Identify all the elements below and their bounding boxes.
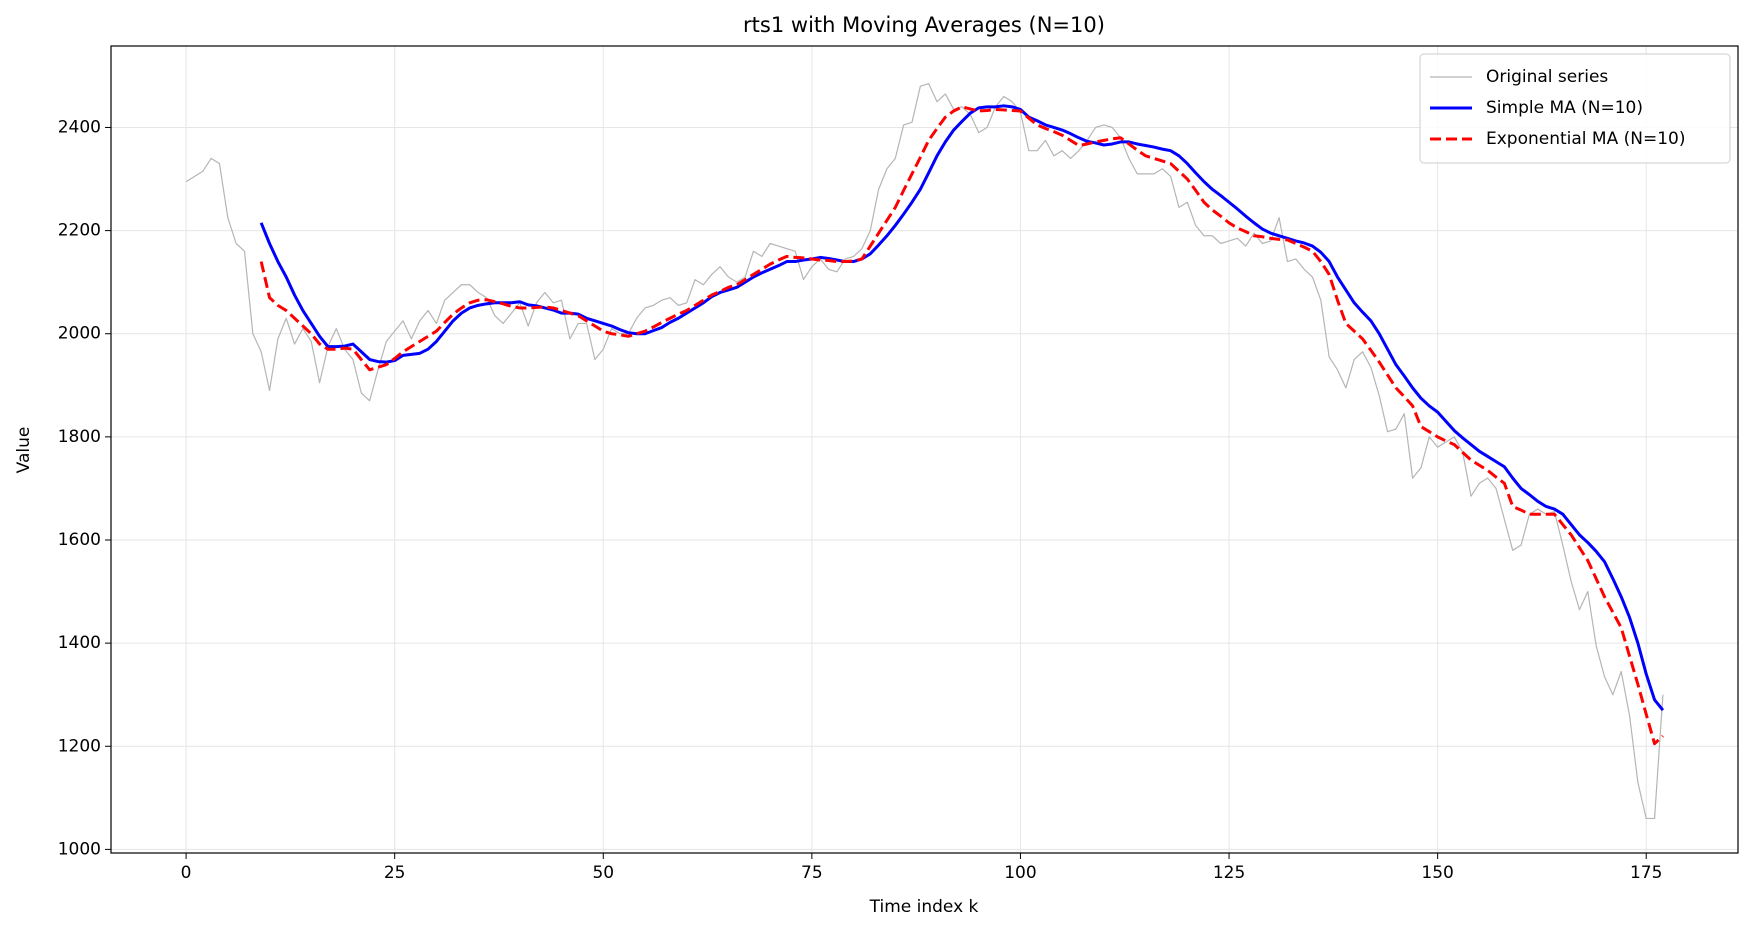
y-axis-label: Value (14, 427, 34, 474)
y-tick-label: 2000 (58, 324, 101, 344)
y-tick-label: 1800 (58, 427, 101, 447)
x-tick-label: 50 (592, 863, 614, 883)
x-tick-label: 125 (1213, 863, 1245, 883)
y-tick-label: 1400 (58, 633, 101, 653)
y-tick-label: 1600 (58, 530, 101, 550)
series-line (185, 83, 1664, 820)
y-tick-label: 2200 (58, 221, 101, 241)
x-tick-label: 175 (1630, 863, 1662, 883)
x-tick-label: 100 (1004, 863, 1036, 883)
series-line (259, 104, 1665, 712)
grid (111, 46, 1738, 853)
chart-title: rts1 with Moving Averages (N=10) (743, 13, 1105, 37)
y-tick-label: 1000 (58, 839, 101, 859)
y-tick-label: 1200 (58, 736, 101, 756)
y-tick-label: 2400 (58, 117, 101, 137)
x-axis-label: Time index k (869, 897, 979, 917)
legend-label: Simple MA (N=10) (1486, 98, 1643, 118)
legend-label: Exponential MA (N=10) (1486, 129, 1686, 149)
legend: Original series Simple MA (N=10) Exponenti… (1419, 53, 1731, 164)
series-line (259, 105, 1664, 746)
plot-frame (110, 45, 1739, 854)
legend-label: Original series (1486, 67, 1608, 87)
legend-box (1419, 53, 1731, 164)
x-tick-label: 0 (181, 863, 192, 883)
x-tick-label: 25 (384, 863, 406, 883)
x-tick-label: 150 (1421, 863, 1453, 883)
x-tick-label: 75 (801, 863, 823, 883)
